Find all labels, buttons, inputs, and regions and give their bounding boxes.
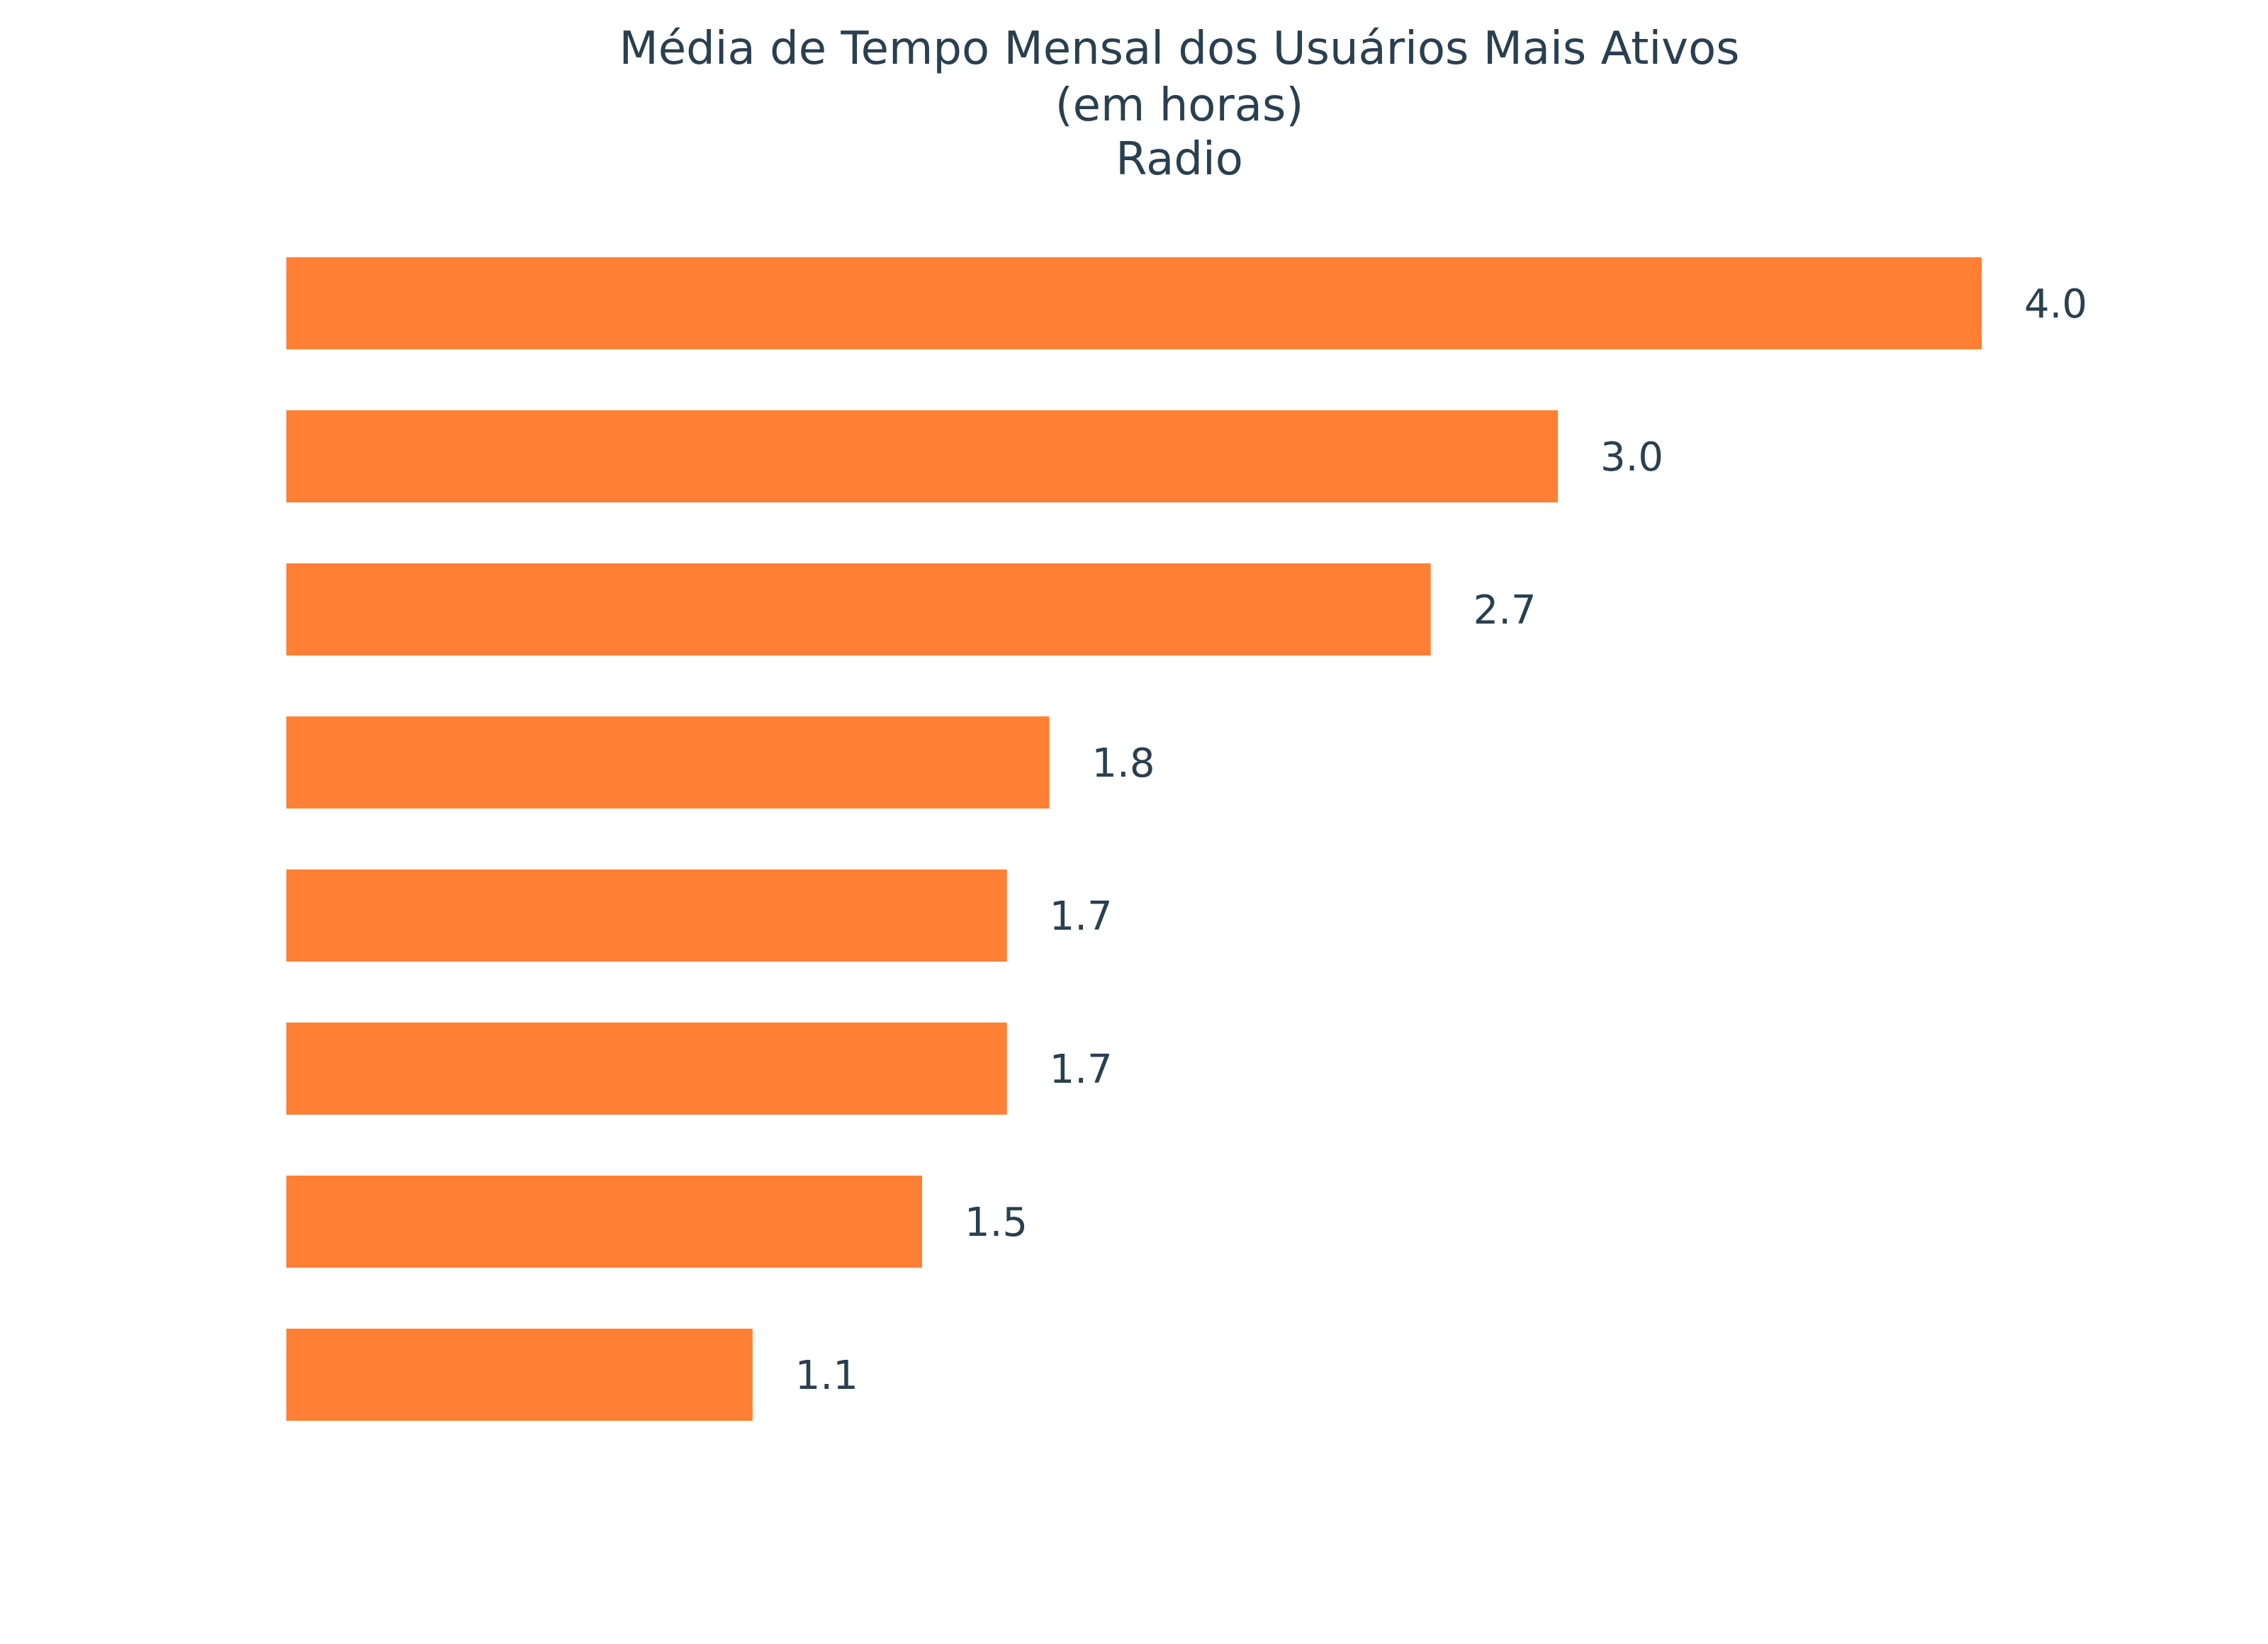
bar-1 (286, 257, 1982, 349)
bar-labels-group: 4.0 3.0 2.7 1.8 1.7 1.7 1.5 1.1 (795, 281, 2087, 1399)
bar-5 (286, 869, 1007, 962)
bar-7 (286, 1176, 922, 1268)
bar-value-label-2: 3.0 (1600, 434, 1663, 480)
bar-value-label-8: 1.1 (795, 1353, 858, 1399)
chart-title-line-2: (em horas) (1055, 79, 1304, 132)
bar-value-label-6: 1.7 (1050, 1047, 1113, 1093)
bars-group (286, 257, 1982, 1421)
bar-8 (286, 1329, 753, 1421)
bar-3 (286, 563, 1431, 655)
bar-4 (286, 716, 1050, 809)
bar-6 (286, 1023, 1007, 1115)
chart-title-line-1: Média de Tempo Mensal dos Usuários Mais … (619, 23, 1740, 75)
chart-title-line-3: Radio (1116, 133, 1243, 186)
bar-value-label-7: 1.5 (965, 1200, 1028, 1246)
chart-title: Média de Tempo Mensal dos Usuários Mais … (619, 23, 1740, 186)
bar-value-label-1: 4.0 (2024, 281, 2087, 327)
bar-value-label-5: 1.7 (1050, 894, 1113, 940)
bar-2 (286, 410, 1558, 502)
bar-value-label-3: 2.7 (1473, 587, 1537, 634)
bar-value-label-4: 1.8 (1091, 741, 1155, 787)
